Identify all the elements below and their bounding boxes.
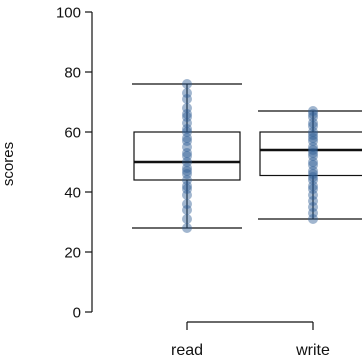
data-point — [308, 181, 318, 191]
data-point — [182, 214, 192, 224]
data-point — [308, 196, 318, 206]
box-read — [132, 83, 242, 229]
data-point — [182, 112, 192, 122]
y-ticks: 0 20 40 60 80 100 — [56, 5, 92, 322]
data-point — [182, 94, 192, 104]
data-point — [182, 205, 192, 215]
data-point — [182, 79, 192, 89]
data-point — [308, 130, 318, 140]
data-point — [308, 202, 318, 212]
data-point — [308, 118, 318, 128]
data-point — [182, 166, 192, 176]
y-tick-label: 80 — [64, 65, 81, 82]
box-write — [258, 110, 362, 220]
data-point — [308, 184, 318, 194]
data-point — [182, 181, 192, 191]
x-category-label: read — [171, 342, 203, 359]
data-point — [182, 184, 192, 194]
y-axis-title: scores — [0, 142, 17, 186]
data-point — [308, 136, 318, 146]
data-point — [182, 109, 192, 119]
data-point — [308, 106, 318, 116]
data-point — [182, 151, 192, 161]
points-write — [308, 106, 318, 224]
data-point — [308, 133, 318, 143]
data-point — [182, 157, 192, 167]
points-read — [182, 79, 192, 233]
data-point — [308, 166, 318, 176]
data-point — [182, 127, 192, 137]
box-iqr — [259, 131, 362, 177]
y-axis: 0 20 40 60 80 100 — [56, 5, 93, 322]
y-tick-label: 40 — [64, 185, 81, 202]
data-point — [182, 142, 192, 152]
data-point — [308, 190, 318, 200]
data-point — [308, 169, 318, 179]
data-point — [308, 112, 318, 122]
data-point — [182, 169, 192, 179]
data-point — [308, 172, 318, 182]
x-category-label: write — [295, 342, 330, 359]
data-point — [182, 118, 192, 128]
box-iqr — [133, 131, 241, 181]
data-point — [182, 124, 192, 134]
data-point — [308, 142, 318, 152]
data-point — [308, 208, 318, 218]
data-point — [182, 133, 192, 143]
data-point — [308, 160, 318, 170]
data-point — [182, 136, 192, 146]
data-point — [182, 103, 192, 113]
data-point — [308, 214, 318, 224]
data-point — [182, 88, 192, 98]
data-point — [182, 163, 192, 173]
data-point — [182, 175, 192, 185]
data-point — [308, 175, 318, 185]
data-point — [182, 199, 192, 209]
data-point — [308, 121, 318, 131]
data-point — [308, 145, 318, 155]
y-tick-label: 100 — [56, 5, 81, 22]
x-category-labels: read write — [171, 342, 330, 359]
data-point — [308, 109, 318, 119]
data-point — [308, 151, 318, 161]
data-point — [308, 157, 318, 167]
data-point — [182, 223, 192, 233]
plot-area — [132, 79, 362, 233]
y-tick-label: 0 — [73, 305, 81, 322]
data-point — [182, 148, 192, 158]
x-category-bracket — [186, 321, 314, 330]
y-tick-label: 20 — [64, 245, 81, 262]
data-point — [182, 190, 192, 200]
data-point — [308, 148, 318, 158]
data-point — [308, 127, 318, 137]
y-tick-label: 60 — [64, 125, 81, 142]
